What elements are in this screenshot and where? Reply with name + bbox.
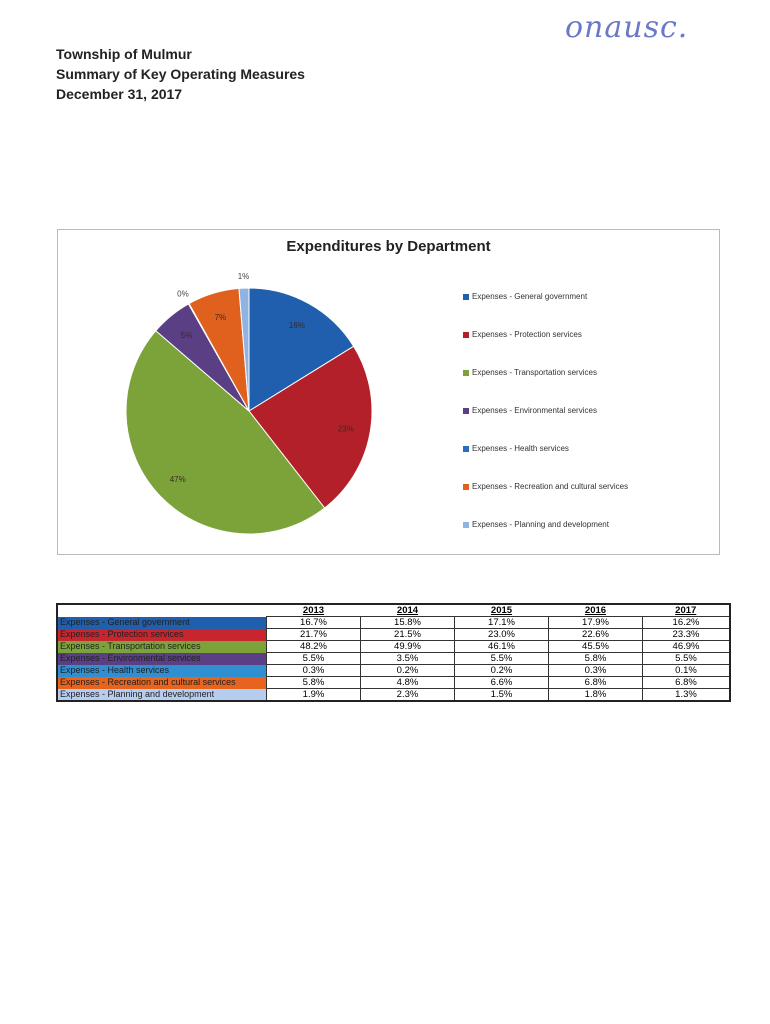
pie-data-label: 23% (338, 424, 354, 433)
table-cell: 45.5% (548, 640, 643, 653)
table-cell: 0.2% (360, 664, 455, 677)
pie-chart: Expenditures by Department 16% 23% 47% 5% 0%… (57, 229, 720, 555)
pie-svg: 16% 23% 47% 5% 0% 7% 1% (125, 272, 373, 535)
table-row: Expenses - Recreation and cultural servi… (57, 676, 731, 689)
legend-item: Expenses - Transportation services (463, 368, 597, 377)
legend-swatch (463, 521, 469, 528)
pie-slice (125, 330, 326, 535)
table-cell: 1.9% (266, 688, 361, 702)
legend-item: Expenses - Planning and development (463, 520, 609, 529)
pie-data-label: 1% (238, 272, 250, 281)
table-cell: 23.0% (454, 628, 549, 641)
legend-item: Expenses - Recreation and cultural servi… (463, 482, 628, 491)
legend-label: Expenses - Transportation services (472, 368, 597, 377)
table-cell: 17.1% (454, 616, 549, 629)
table-cell: 5.8% (548, 652, 643, 665)
legend-item: Expenses - Health services (463, 444, 569, 453)
table-cell: 22.6% (548, 628, 643, 641)
row-label: Expenses - Transportation services (57, 640, 267, 653)
table-cell: 1.3% (642, 688, 731, 702)
table-cell: 46.1% (454, 640, 549, 653)
table-cell: 1.5% (454, 688, 549, 702)
pie-slice (248, 345, 373, 509)
table-cell: 5.5% (642, 652, 731, 665)
table-row: Expenses - Environmental services 5.5% 3.5… (57, 652, 731, 665)
legend-swatch (463, 483, 469, 490)
pie-slice (238, 287, 250, 412)
legend-swatch (463, 293, 469, 300)
pie-data-label: 0% (177, 289, 189, 298)
pie-slice (248, 287, 355, 412)
table-cell: 0.1% (642, 664, 731, 677)
legend-label: Expenses - Health services (472, 444, 569, 453)
legend-swatch (463, 369, 469, 376)
year-header: 2013 (302, 605, 325, 616)
table-cell: 16.7% (266, 616, 361, 629)
legend-item: Expenses - Environmental services (463, 406, 597, 415)
table-cell: 6.8% (642, 676, 731, 689)
legend-swatch (463, 445, 469, 452)
row-label: Expenses - Planning and development (57, 688, 267, 701)
table-cell: 21.5% (360, 628, 455, 641)
year-header: 2014 (396, 605, 419, 616)
table-cell: 5.5% (454, 652, 549, 665)
table-row: Expenses - General government 16.7% 15.8% 1… (57, 616, 731, 629)
row-label: Expenses - Recreation and cultural servi… (57, 676, 267, 689)
table-cell: 4.8% (360, 676, 455, 689)
table-cell: 6.6% (454, 676, 549, 689)
legend-label: Expenses - General government (472, 292, 588, 301)
table-cell: 0.2% (454, 664, 549, 677)
header-township: Township of Mulmur (56, 46, 192, 62)
table-cell: 21.7% (266, 628, 361, 641)
row-label: Expenses - General government (57, 616, 267, 629)
header-summary: Summary of Key Operating Measures (56, 66, 305, 82)
table-cell: 6.8% (548, 676, 643, 689)
expense-table: 2013 2014 2015 2016 2017 Expenses - General … (56, 603, 731, 702)
row-label: Expenses - Health services (57, 664, 267, 677)
row-label: Expenses - Protection services (57, 628, 267, 641)
legend-swatch (463, 407, 469, 414)
table-cell: 16.2% (642, 616, 731, 629)
table-cell: 0.3% (266, 664, 361, 677)
table-cell: 17.9% (548, 616, 643, 629)
table-cell: 15.8% (360, 616, 455, 629)
pie-data-label: 5% (181, 331, 193, 340)
table-cell: 49.9% (360, 640, 455, 653)
legend-label: Expenses - Protection services (472, 330, 582, 339)
row-label: Expenses - Environmental services (57, 652, 267, 665)
table-cell: 46.9% (642, 640, 731, 653)
legend-item: Expenses - Protection services (463, 330, 582, 339)
table-row: Expenses - Protection services 21.7% 21.5%… (57, 628, 731, 641)
pie-data-label: 7% (215, 313, 227, 322)
table-row: Expenses - Planning and development 1.9% 2… (57, 688, 731, 702)
chart-title: Expenditures by Department (286, 238, 491, 255)
table-cell: 3.5% (360, 652, 455, 665)
year-header: 2017 (675, 605, 697, 616)
year-header: 2016 (584, 605, 607, 616)
year-header: 2015 (490, 605, 513, 616)
legend-label: Expenses - Recreation and cultural servi… (472, 482, 629, 491)
table-cell: 1.8% (548, 688, 643, 702)
legend-label: Expenses - Planning and development (472, 520, 609, 529)
table-header-row: 2013 2014 2015 2016 2017 (57, 604, 730, 617)
header-date: December 31, 2017 (56, 86, 183, 102)
table-cell: 2.3% (360, 688, 455, 702)
table-cell: 23.3% (642, 628, 731, 641)
pie-data-label: 16% (289, 321, 305, 330)
legend-swatch (463, 331, 469, 338)
legend-label: Expenses - Environmental services (472, 406, 597, 415)
header-blank (57, 604, 267, 617)
table-row: Expenses - Health services 0.3% 0.2% 0.2% 0.… (57, 664, 731, 677)
legend-item: Expenses - General government (463, 292, 587, 301)
pie-data-label: 47% (170, 475, 186, 484)
table-cell: 5.5% (266, 652, 361, 665)
table-cell: 5.8% (266, 676, 361, 689)
handwritten-signature: onausc. (565, 10, 689, 45)
table-cell: 0.3% (548, 664, 643, 677)
table-row: Expenses - Transportation services 48.2% 4… (57, 640, 731, 653)
table-cell: 48.2% (266, 640, 361, 653)
